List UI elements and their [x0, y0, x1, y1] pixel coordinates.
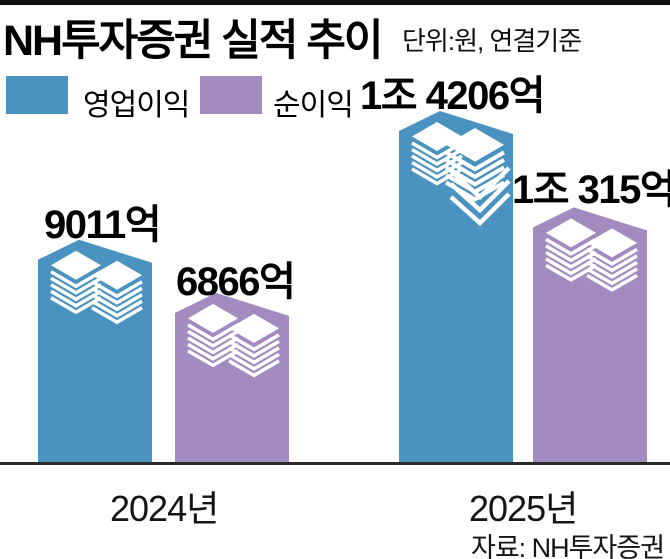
legend-label-net-profit: 순이익 — [273, 89, 354, 122]
page-title: NH투자증권 실적 추이 — [3, 17, 383, 65]
value-label-net-2025: 1조 315억 — [512, 168, 670, 212]
source-note: 자료: NH투자증권 — [471, 533, 665, 559]
legend-swatch-operating-profit — [6, 76, 68, 114]
legend-label-operating-profit: 영업이익 — [83, 89, 190, 122]
sheet-tail-chevron — [449, 166, 511, 201]
value-label-operating-2025: 1조 4206억 — [360, 74, 545, 118]
x-axis-line — [0, 462, 670, 465]
x-axis-label-2025: 2025년 — [469, 488, 578, 529]
x-axis-label-2024: 2024년 — [110, 488, 219, 529]
bar-영업이익-2025년 — [399, 111, 513, 463]
value-label-operating-2024: 9011억 — [44, 203, 162, 247]
bars-layer — [38, 111, 647, 463]
sheet-tail-chevron — [449, 192, 511, 227]
bar-영업이익-2024년 — [38, 239, 152, 463]
unit-note: 단위:원, 연결기준 — [402, 26, 582, 56]
value-label-net-2024: 6866억 — [176, 260, 296, 304]
top-rule — [0, 0, 670, 5]
bar-순이익-2025년 — [533, 207, 647, 463]
legend-swatch-net-profit — [200, 76, 262, 114]
sheet-tail-chevron — [449, 179, 511, 214]
bar-순이익-2024년 — [175, 292, 289, 463]
